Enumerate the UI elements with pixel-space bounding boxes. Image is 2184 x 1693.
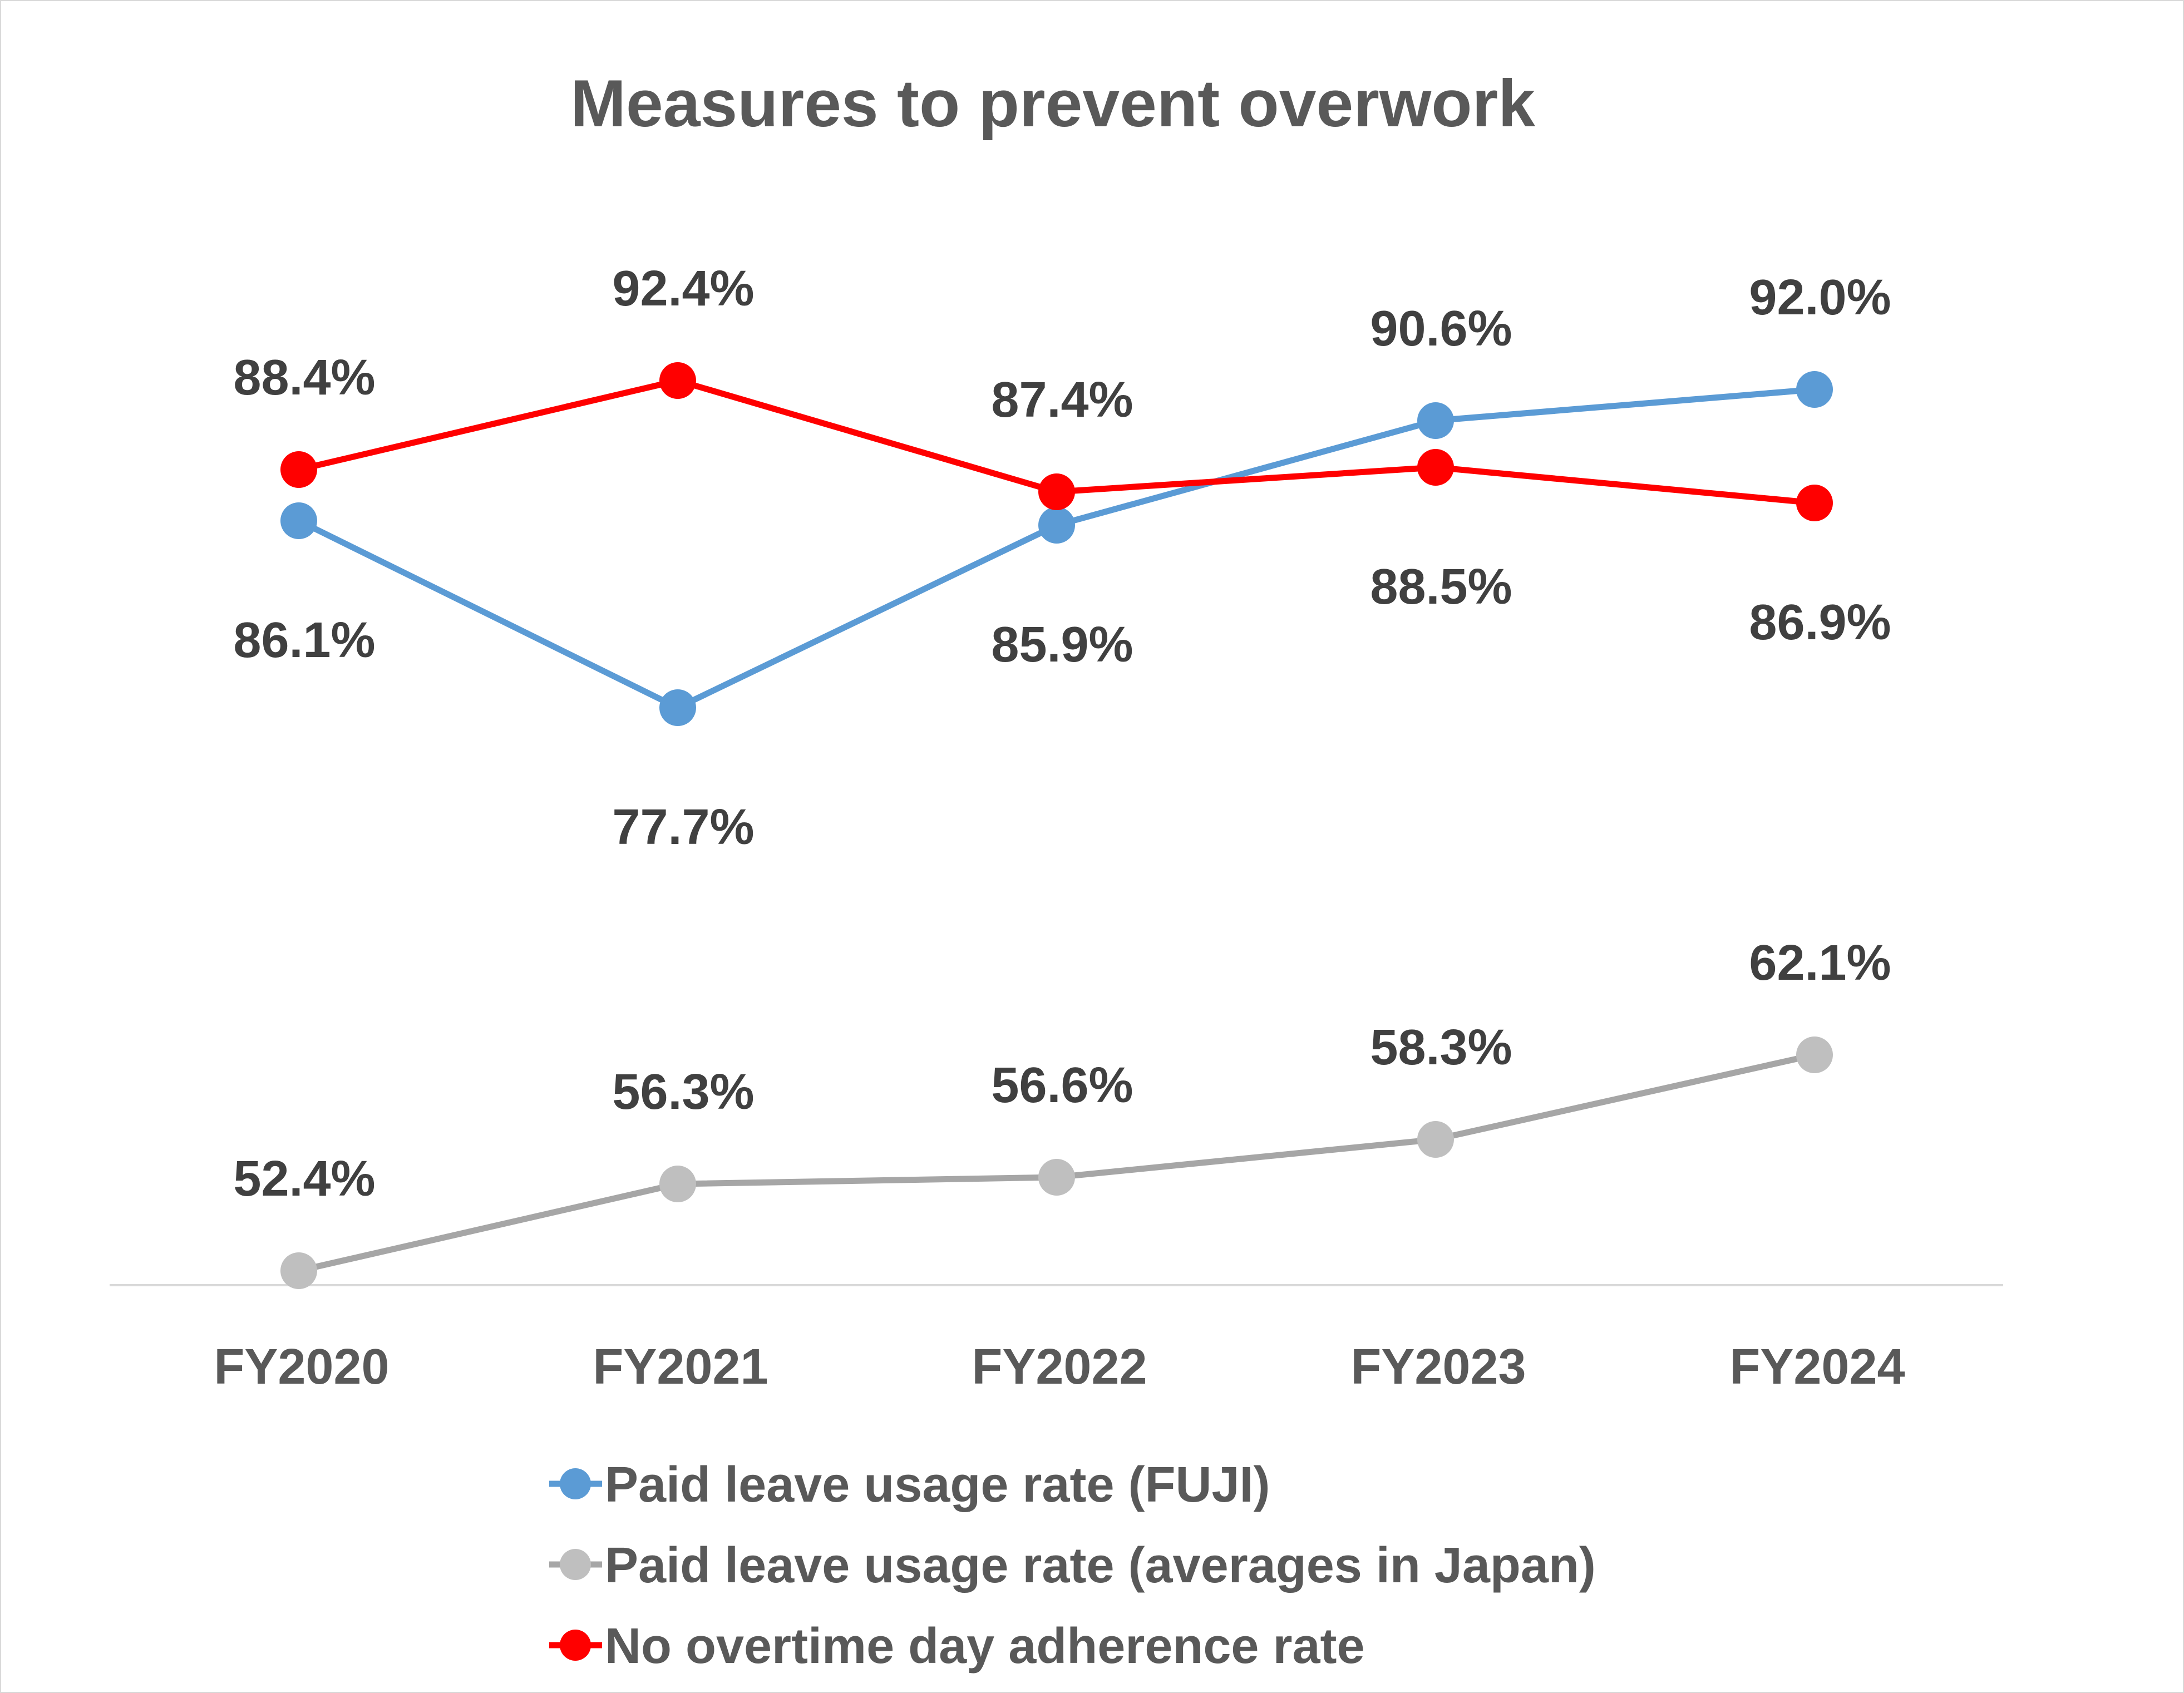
x-tick-label-3: FY2023 [1350,1339,1526,1395]
x-tick-label-4: FY2024 [1729,1339,1905,1395]
legend-label-2: No overtime day adherence rate [605,1618,1365,1674]
data-label-0-2: 85.9% [991,617,1133,673]
data-label-1-0: 52.4% [233,1151,375,1207]
data-point-2-2 [1038,473,1075,510]
data-label-1-1: 56.3% [612,1064,754,1120]
legend-item-2: No overtime day adherence rate [549,1618,1365,1674]
data-label-0-4: 92.0% [1749,270,1891,325]
data-label-0-0: 86.1% [233,613,375,668]
data-label-2-2: 87.4% [991,372,1133,428]
data-point-1-3 [1417,1121,1454,1158]
data-point-2-3 [1417,449,1454,486]
data-point-2-1 [659,362,696,399]
data-label-2-1: 92.4% [612,261,754,317]
data-label-2-3: 88.5% [1370,559,1512,615]
data-point-0-1 [659,689,696,726]
chart-title: Measures to prevent overwork [570,66,1535,141]
data-label-1-2: 56.6% [991,1058,1133,1113]
data-label-2-4: 86.9% [1749,595,1891,650]
data-label-2-0: 88.4% [233,350,375,406]
legend-label-1: Paid leave usage rate (averages in Japan… [605,1538,1596,1593]
data-point-1-0 [280,1252,317,1289]
data-label-1-4: 62.1% [1749,935,1891,991]
legend-swatch-marker-1 [560,1549,591,1580]
data-point-1-1 [659,1166,696,1202]
data-point-0-0 [280,502,317,539]
legend: Paid leave usage rate (FUJI) Paid leave u… [549,1457,1596,1674]
legend-item-1: Paid leave usage rate (averages in Japan… [549,1538,1596,1593]
data-label-0-1: 77.7% [612,799,754,855]
legend-label-0: Paid leave usage rate (FUJI) [605,1457,1270,1513]
legend-swatch-marker-2 [560,1630,591,1661]
data-point-2-4 [1796,485,1833,521]
x-axis-ticks: FY2020 FY2021 FY2022 FY2023 FY2024 [214,1339,1905,1395]
x-tick-label-0: FY2020 [214,1339,389,1395]
data-labels: 86.1% 77.7% 85.9% 90.6% 92.0% 52.4% 56.3% 56.6%… [233,261,1891,1207]
legend-swatch-marker-0 [560,1468,591,1499]
data-point-1-4 [1796,1036,1833,1073]
x-tick-label-1: FY2021 [593,1339,768,1395]
data-point-0-4 [1796,371,1833,408]
data-point-0-3 [1417,402,1454,439]
x-tick-label-2: FY2022 [972,1339,1147,1395]
data-point-2-0 [280,451,317,488]
legend-item-0: Paid leave usage rate (FUJI) [549,1457,1270,1513]
data-point-1-2 [1038,1159,1075,1196]
data-point-0-2 [1038,507,1075,544]
data-label-1-3: 58.3% [1370,1020,1512,1075]
series-points [280,362,1833,1289]
data-label-0-3: 90.6% [1370,301,1512,357]
